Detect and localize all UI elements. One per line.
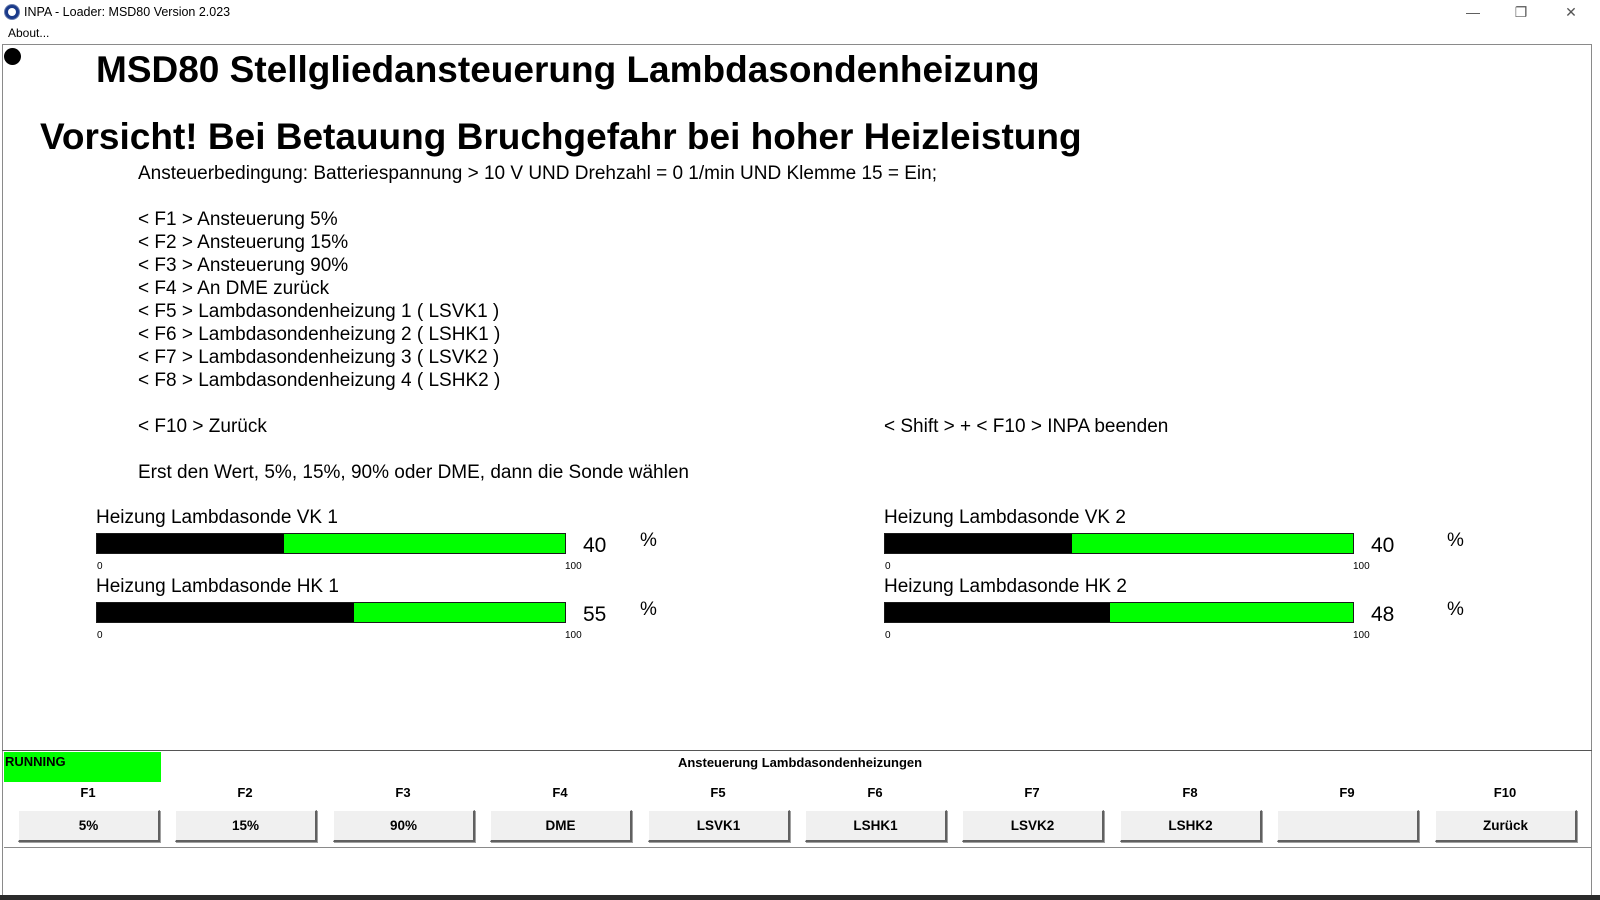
gauge-value-hk1: 55 xyxy=(583,603,607,626)
shortcut-f4: < F4 > An DME zurück xyxy=(138,278,330,299)
f2-15pct-button[interactable]: 15% xyxy=(175,810,317,842)
f1-5pct-button[interactable]: 5% xyxy=(18,810,160,842)
status-dot-icon xyxy=(4,48,21,65)
shortcut-f1: < F1 > Ansteuerung 5% xyxy=(138,209,338,230)
f5-lsvk1-button[interactable]: LSVK1 xyxy=(648,810,790,842)
gauge-bar-hk1 xyxy=(96,602,566,623)
condition-text: Ansteuerbedingung: Batteriespannung > 10… xyxy=(138,163,937,184)
close-button[interactable]: ✕ xyxy=(1565,4,1577,20)
fkey-label-f2: F2 xyxy=(237,785,253,800)
gauge-max-vk1: 100 xyxy=(565,561,582,572)
minimize-button[interactable]: — xyxy=(1466,4,1480,20)
fkey-label-f8: F8 xyxy=(1182,785,1198,800)
fkey-label-f9: F9 xyxy=(1339,785,1355,800)
fkey-label-f7: F7 xyxy=(1024,785,1040,800)
gauge-bar-hk2 xyxy=(884,602,1354,623)
gauge-max-hk1: 100 xyxy=(565,630,582,641)
gauge-min-vk2: 0 xyxy=(885,561,891,572)
shortcut-f2: < F2 > Ansteuerung 15% xyxy=(138,232,349,253)
shortcut-f6: < F6 > Lambdasondenheizung 2 ( LSHK1 ) xyxy=(138,324,501,345)
gauge-level-vk2 xyxy=(885,534,1073,553)
shortcut-f7: < F7 > Lambdasondenheizung 3 ( LSVK2 ) xyxy=(138,347,500,368)
f3-90pct-button[interactable]: 90% xyxy=(333,810,475,842)
running-status-badge: RUNNING xyxy=(4,752,161,782)
f8-lshk2-button[interactable]: LSHK2 xyxy=(1120,810,1262,842)
f6-lshk1-button[interactable]: LSHK1 xyxy=(805,810,947,842)
warning-heading: Vorsicht! Bei Betauung Bruchgefahr bei h… xyxy=(40,116,1082,157)
f4-dme-button[interactable]: DME xyxy=(490,810,632,842)
inpa-app-icon xyxy=(4,4,20,20)
gauge-value-vk2: 40 xyxy=(1371,534,1395,557)
content-frame xyxy=(2,44,1592,896)
gauge-unit-vk1: % xyxy=(640,530,657,551)
window-title: INPA - Loader: MSD80 Version 2.023 xyxy=(24,5,231,19)
gauge-min-hk1: 0 xyxy=(97,630,103,641)
window-titlebar[interactable] xyxy=(0,0,1600,24)
shortcut-f10-back: < F10 > Zurück xyxy=(138,416,267,437)
gauge-max-hk2: 100 xyxy=(1353,630,1370,641)
f10-back-button[interactable]: Zurück xyxy=(1435,810,1577,842)
gauge-max-vk2: 100 xyxy=(1353,561,1370,572)
restore-button[interactable]: ❐ xyxy=(1514,4,1528,20)
gauge-level-vk1 xyxy=(97,534,285,553)
gauge-label-hk1: Heizung Lambdasonde HK 1 xyxy=(96,576,339,597)
gauge-unit-hk1: % xyxy=(640,599,657,620)
gauge-unit-hk2: % xyxy=(1447,599,1464,620)
fkey-label-f10: F10 xyxy=(1493,785,1517,800)
running-status-text: RUNNING xyxy=(5,754,66,769)
gauge-level-hk1 xyxy=(97,603,355,622)
gauge-label-vk1: Heizung Lambdasonde VK 1 xyxy=(96,507,338,528)
fkey-label-f5: F5 xyxy=(710,785,726,800)
shortcut-f3: < F3 > Ansteuerung 90% xyxy=(138,255,349,276)
gauge-min-hk2: 0 xyxy=(885,630,891,641)
shortcut-f8: < F8 > Lambdasondenheizung 4 ( LSHK2 ) xyxy=(138,370,501,391)
fkey-label-f3: F3 xyxy=(395,785,411,800)
gauge-unit-vk2: % xyxy=(1447,530,1464,551)
gauge-bar-vk2 xyxy=(884,533,1354,554)
gauge-min-vk1: 0 xyxy=(97,561,103,572)
f7-lsvk2-button[interactable]: LSVK2 xyxy=(962,810,1104,842)
panel-divider xyxy=(2,750,1592,751)
shortcut-quit: < Shift > + < F10 > INPA beenden xyxy=(884,416,1169,437)
gauge-label-vk2: Heizung Lambdasonde VK 2 xyxy=(884,507,1126,528)
gauge-value-vk1: 40 xyxy=(583,534,607,557)
shortcut-f5: < F5 > Lambdasondenheizung 1 ( LSVK1 ) xyxy=(138,301,500,322)
menu-about[interactable]: About... xyxy=(8,26,50,40)
f9-empty-button[interactable] xyxy=(1277,810,1419,842)
fkey-label-f1: F1 xyxy=(80,785,96,800)
gauge-value-hk2: 48 xyxy=(1371,603,1395,626)
function-panel-title: Ansteuerung Lambdasondenheizungen xyxy=(677,755,923,770)
gauge-bar-vk1 xyxy=(96,533,566,554)
page-title: MSD80 Stellgliedansteuerung Lambdasonden… xyxy=(96,49,1040,90)
fkey-label-f4: F4 xyxy=(552,785,568,800)
instruction-text: Erst den Wert, 5%, 15%, 90% oder DME, da… xyxy=(138,462,689,483)
menu-bar xyxy=(0,24,1600,44)
fkey-label-f6: F6 xyxy=(867,785,883,800)
taskbar-edge xyxy=(0,895,1600,900)
gauge-level-hk2 xyxy=(885,603,1110,622)
gauge-label-hk2: Heizung Lambdasonde HK 2 xyxy=(884,576,1127,597)
